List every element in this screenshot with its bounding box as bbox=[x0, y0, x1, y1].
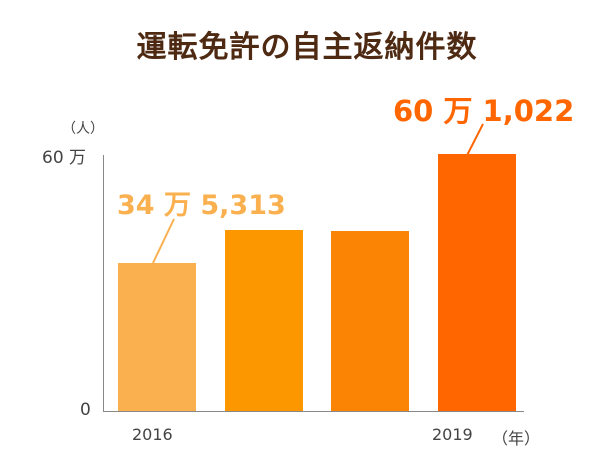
x-axis bbox=[103, 411, 524, 412]
x-tick-2019: 2019 bbox=[432, 425, 473, 444]
bar-2016 bbox=[118, 263, 196, 411]
chart-title: 運転免許の自主返納件数 bbox=[136, 30, 478, 65]
y-tick-zero: 0 bbox=[80, 400, 91, 420]
y-tick-max: 60 万 bbox=[42, 148, 87, 168]
y-axis bbox=[103, 155, 104, 412]
bar-2017 bbox=[225, 230, 303, 411]
x-tick-2016: 2016 bbox=[132, 425, 173, 444]
x-axis-unit: （年） bbox=[492, 429, 541, 448]
callout-2016-value: 34 万 5,313 bbox=[117, 190, 286, 221]
bar-2018 bbox=[331, 231, 409, 411]
bar-2019 bbox=[438, 154, 516, 411]
y-axis-unit: （人） bbox=[62, 121, 104, 137]
callout-2019-value: 60 万 1,022 bbox=[393, 94, 575, 128]
